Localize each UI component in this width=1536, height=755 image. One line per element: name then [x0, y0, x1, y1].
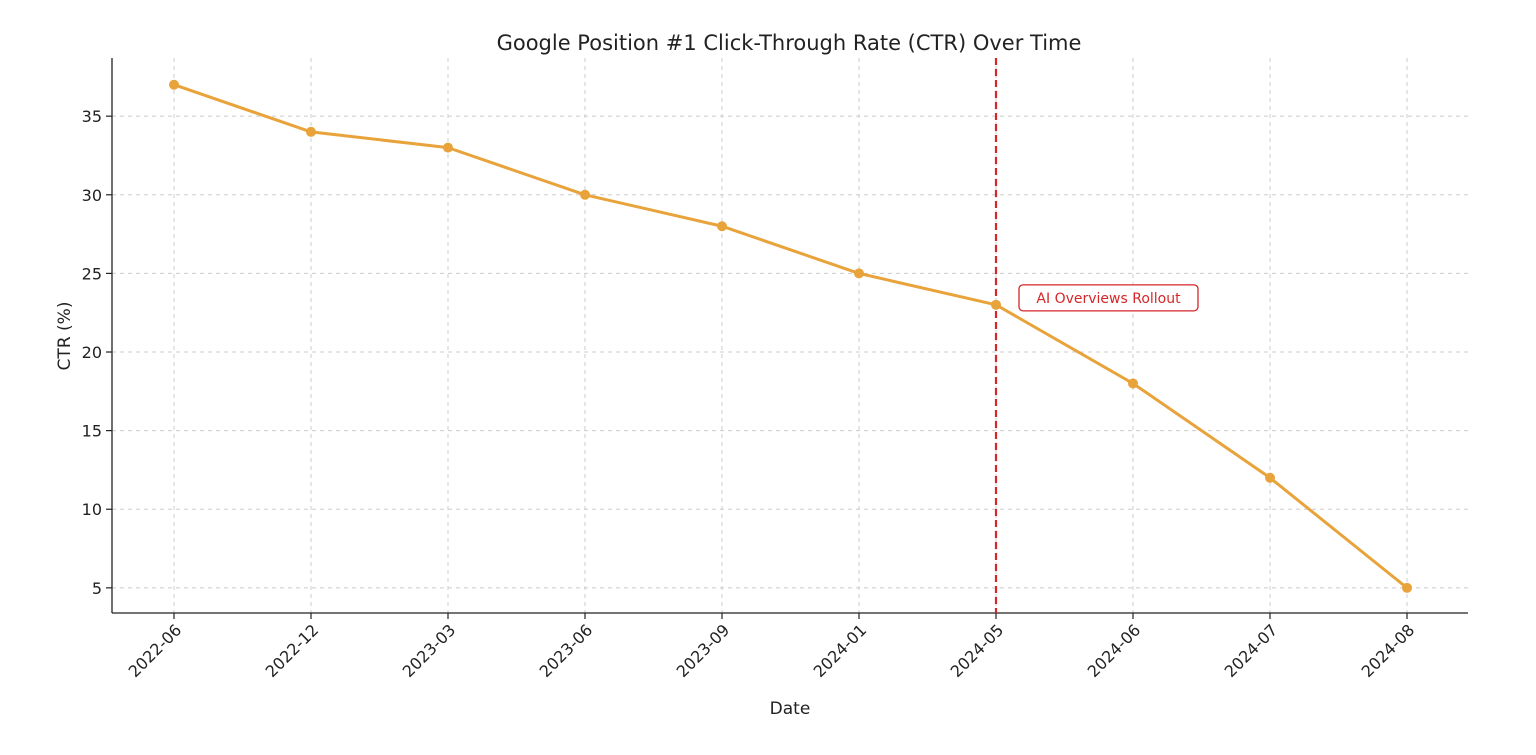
x-tick-label: 2024-05	[947, 620, 1008, 681]
y-tick-label: 30	[82, 186, 102, 205]
x-tick-label: 2024-07	[1221, 620, 1282, 681]
data-point	[1402, 582, 1412, 593]
series-line	[172, 83, 1409, 590]
y-tick-label: 15	[82, 422, 102, 441]
annotation-group: AI Overviews Rollout	[994, 58, 1199, 613]
x-tick-label: 2024-06	[1084, 620, 1145, 681]
axes	[111, 58, 1468, 614]
x-tick-label: 2022-12	[262, 620, 323, 681]
x-tick-label: 2024-01	[810, 620, 871, 681]
y-tick-label: 5	[92, 579, 102, 598]
data-point	[443, 142, 453, 153]
data-point	[1128, 378, 1138, 389]
x-tick-label: 2023-06	[536, 620, 597, 681]
series-group	[169, 79, 1412, 593]
data-point	[854, 268, 864, 279]
grid-lines	[112, 58, 1468, 613]
data-point	[991, 299, 1001, 310]
data-point	[717, 221, 727, 232]
y-tick-label: 25	[82, 264, 102, 283]
data-point	[1265, 472, 1275, 483]
data-point	[306, 126, 316, 137]
y-ticks: 5 10 15 20 25 30 35	[82, 107, 112, 598]
annotation-box	[1018, 284, 1199, 312]
y-tick-label: 10	[82, 500, 102, 519]
y-tick-label: 35	[82, 107, 102, 126]
y-tick-label: 20	[82, 343, 102, 362]
x-ticks: 2022-06 2022-12 2023-03 2023-06 2023-09 2024-…	[125, 613, 1419, 681]
x-axis-label: Date	[770, 699, 811, 719]
annotation-label: AI Overviews Rollout	[1036, 291, 1181, 307]
y-axis-label: CTR (%)	[55, 302, 75, 371]
data-point	[580, 189, 590, 200]
x-tick-label: 2023-09	[673, 620, 734, 681]
data-point	[169, 79, 179, 90]
chart-title: Google Position #1 Click-Through Rate (C…	[497, 31, 1082, 55]
x-tick-label: 2022-06	[125, 620, 186, 681]
x-tick-label: 2024-08	[1358, 620, 1419, 681]
x-tick-label: 2023-03	[399, 620, 460, 681]
